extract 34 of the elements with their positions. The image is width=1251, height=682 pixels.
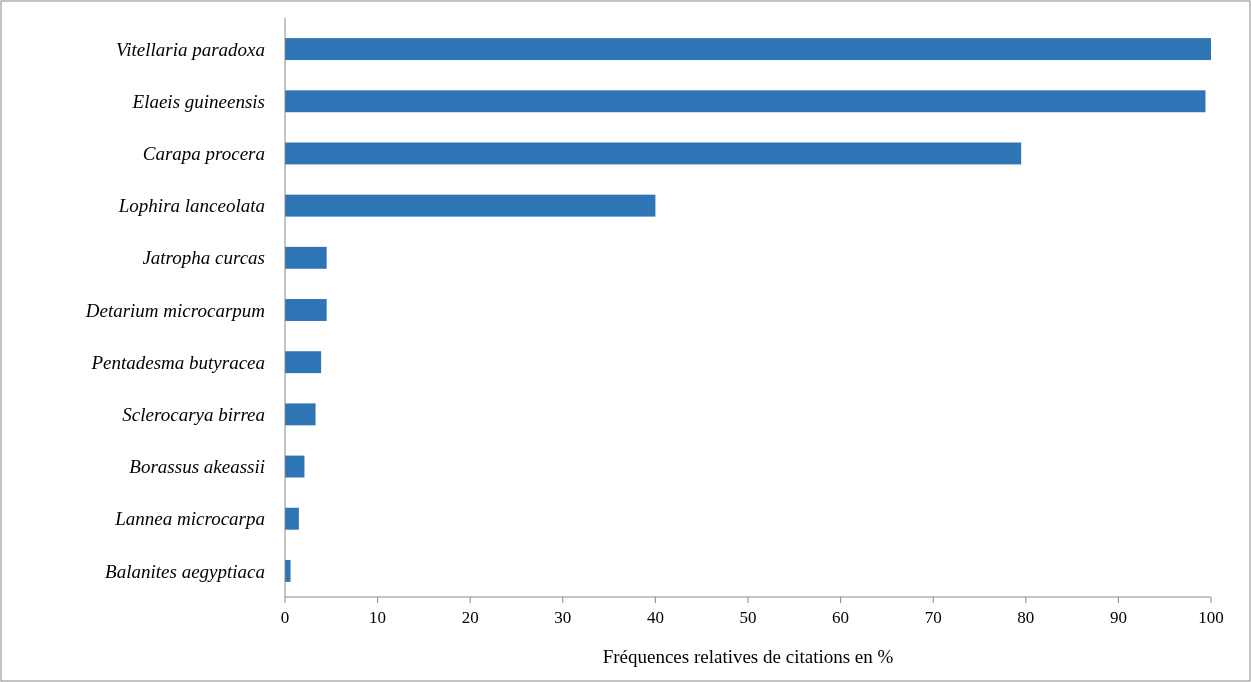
- y-tick-label: Lannea microcarpa: [114, 508, 265, 530]
- y-tick-label: Pentadesma butyracea: [90, 351, 265, 373]
- x-tick-label: 50: [739, 608, 757, 627]
- y-tick-label: Detarium microcarpum: [84, 299, 265, 321]
- bar: [285, 142, 1022, 165]
- x-tick-label: 10: [369, 608, 387, 627]
- bar: [285, 403, 316, 426]
- bar: [285, 351, 322, 374]
- x-tick-label: 0: [280, 608, 290, 627]
- bar: [285, 559, 291, 582]
- y-tick-label: Borassus akeassii: [129, 456, 265, 478]
- x-tick-label: 80: [1017, 608, 1035, 627]
- x-tick-label: 60: [832, 608, 850, 627]
- bar: [285, 299, 327, 321]
- x-tick-label: 100: [1198, 608, 1224, 627]
- y-tick-label: Sclerocarya birrea: [122, 404, 265, 426]
- y-tick-label: Jatropha curcas: [142, 247, 265, 269]
- y-tick-label: Elaeis guineensis: [131, 90, 265, 112]
- y-tick-label: Lophira lanceolata: [117, 195, 265, 217]
- x-tick-label: 90: [1109, 608, 1127, 627]
- x-axis-title: Fréquences relatives de citations en %: [602, 646, 894, 667]
- y-tick-label: Vitellaria paradoxa: [116, 38, 265, 60]
- y-tick-label: Carapa procera: [142, 143, 265, 165]
- bar: [285, 246, 327, 269]
- bar: [285, 38, 1211, 61]
- x-tick-label: 20: [461, 608, 479, 627]
- x-tick-label: 70: [924, 608, 942, 627]
- bar: [285, 507, 299, 530]
- bar: [285, 455, 305, 478]
- y-tick-label: Balanites aegyptiaca: [105, 560, 265, 582]
- bar: [285, 194, 656, 217]
- bar: [285, 90, 1206, 113]
- x-tick-label: 30: [554, 608, 572, 627]
- x-tick-label: 40: [646, 608, 664, 627]
